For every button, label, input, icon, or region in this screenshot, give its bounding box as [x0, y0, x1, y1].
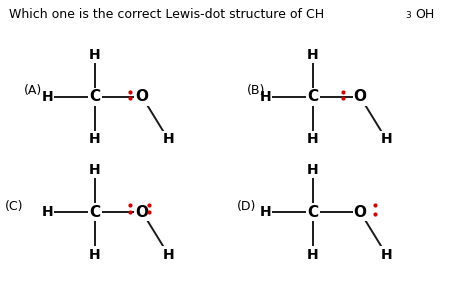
Text: O: O: [136, 89, 149, 105]
Text: (D): (D): [237, 200, 256, 212]
Text: H: H: [163, 132, 174, 146]
Text: (B): (B): [246, 85, 265, 97]
Text: C: C: [89, 205, 100, 220]
Text: H: H: [89, 163, 100, 177]
Text: C: C: [307, 89, 319, 105]
Text: H: H: [381, 132, 392, 146]
Text: O: O: [136, 205, 149, 220]
Text: H: H: [307, 48, 319, 62]
Text: H: H: [89, 48, 100, 62]
Text: O: O: [354, 89, 367, 105]
Text: H: H: [307, 248, 319, 261]
Text: H: H: [381, 248, 392, 261]
Text: H: H: [260, 90, 271, 104]
Text: H: H: [260, 205, 271, 219]
Text: (C): (C): [5, 200, 23, 212]
Text: 3: 3: [405, 11, 411, 20]
Text: H: H: [42, 205, 53, 219]
Text: C: C: [307, 205, 319, 220]
Text: O: O: [354, 205, 367, 220]
Text: OH: OH: [415, 8, 434, 21]
Text: H: H: [307, 163, 319, 177]
Text: Which one is the correct Lewis-dot structure of CH: Which one is the correct Lewis-dot struc…: [9, 8, 325, 21]
Text: C: C: [89, 89, 100, 105]
Text: H: H: [89, 248, 100, 261]
Text: H: H: [42, 90, 53, 104]
Text: H: H: [89, 132, 100, 146]
Text: H: H: [307, 132, 319, 146]
Text: H: H: [163, 248, 174, 261]
Text: (A): (A): [24, 85, 42, 97]
